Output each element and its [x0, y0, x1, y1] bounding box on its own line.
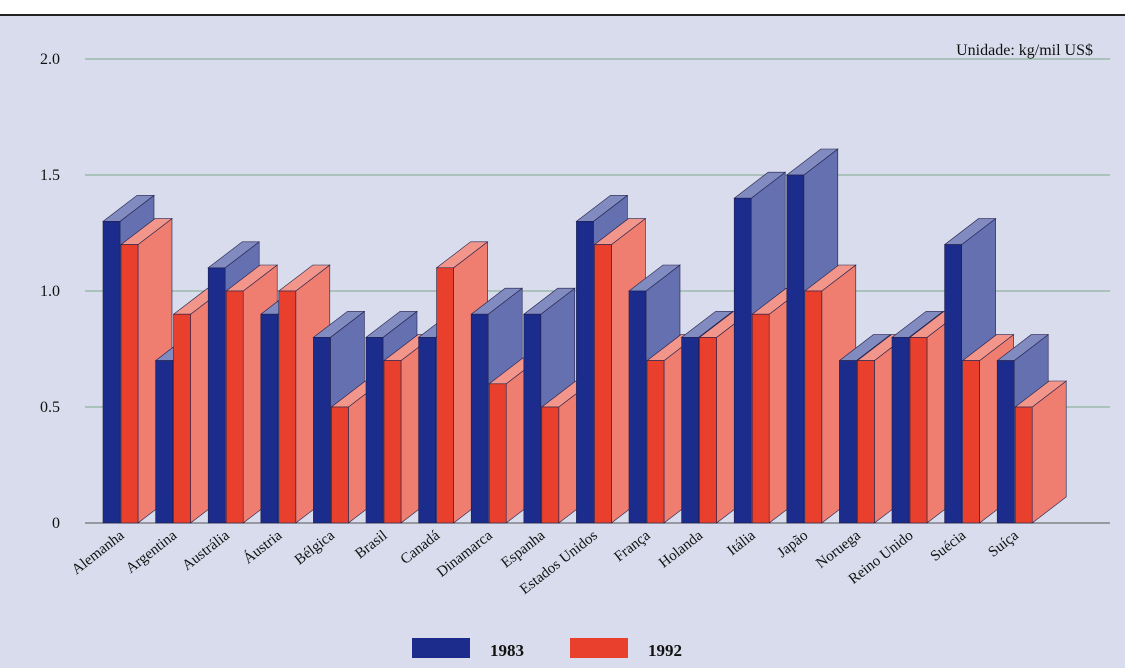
x-tick-label: Holanda: [656, 527, 706, 571]
y-tick-label: 0: [52, 515, 60, 532]
y-tick-label: 2.0: [40, 51, 60, 68]
bar-1992: [594, 244, 612, 524]
x-tick-label: Itália: [725, 527, 759, 559]
x-tick-label: Dinamarca: [434, 527, 496, 580]
bar-1992: [1014, 406, 1033, 524]
bar-1983: [996, 360, 1015, 524]
x-tick-label: Espanha: [498, 527, 548, 571]
bar-1992: [857, 360, 875, 524]
bar-1992: [646, 360, 665, 524]
unit-label: Unidade: kg/mil US$: [956, 42, 1093, 59]
legend-swatch-1992: [570, 638, 628, 658]
y-tick-label: 1.0: [40, 283, 60, 300]
y-tick-label: 0.5: [40, 399, 60, 416]
x-tick-label: Argentina: [123, 527, 180, 577]
bar-1983: [102, 221, 121, 524]
x-tick-label: Canadá: [398, 527, 444, 568]
x-tick-label: Alemanha: [69, 527, 128, 578]
legend: 1983 1992: [0, 634, 1125, 664]
bar-1992: [225, 290, 244, 524]
bar-1992: [909, 337, 928, 524]
bar-1983: [470, 313, 489, 524]
bar-1983: [523, 313, 542, 524]
bar-1983: [786, 174, 805, 524]
bar-1983: [733, 197, 752, 524]
bar-1983: [207, 267, 226, 524]
bar-1983: [839, 360, 857, 524]
bar-1992: [751, 313, 770, 524]
legend-swatch-1983: [412, 638, 470, 658]
bar-1992: [383, 360, 402, 524]
bar-1992: [120, 244, 139, 524]
bar-1992: [962, 360, 980, 524]
bar-1992: [278, 290, 297, 524]
x-tick-label: Suíça: [986, 527, 1022, 560]
y-tick-label: 1.5: [40, 167, 60, 184]
x-tick-label: Austrália: [179, 527, 232, 574]
bar-1983: [576, 221, 594, 524]
bar-1992: [331, 406, 349, 524]
bar-1992: [436, 267, 454, 524]
bar-1983: [418, 337, 436, 524]
bar-1983: [944, 244, 962, 524]
bar-1992: [699, 337, 717, 524]
x-tick-label: França: [611, 527, 653, 565]
bar-1983: [260, 313, 279, 524]
bar-1992: [804, 290, 823, 524]
bar-1983: [628, 290, 647, 524]
legend-label-1992: 1992: [648, 641, 682, 660]
title-band: [0, 0, 1125, 16]
bar-1983: [891, 337, 910, 524]
x-tick-label: Noruega: [813, 527, 864, 572]
bar-1992: [488, 383, 507, 524]
x-tick-label: Brasil: [352, 528, 390, 563]
legend-label-1983: 1983: [490, 641, 524, 660]
x-tick-label: Suécia: [928, 527, 970, 564]
bar-1983: [313, 337, 331, 524]
bar-1992: [541, 406, 560, 524]
bar-1983: [365, 337, 384, 524]
x-tick-label: Bélgica: [292, 527, 338, 568]
bar-1992: [173, 313, 191, 524]
x-tick-label: Japão: [774, 528, 811, 562]
bar-1983: [681, 337, 699, 524]
x-tick-label: Áustria: [240, 527, 286, 568]
bar-1983: [155, 360, 173, 524]
